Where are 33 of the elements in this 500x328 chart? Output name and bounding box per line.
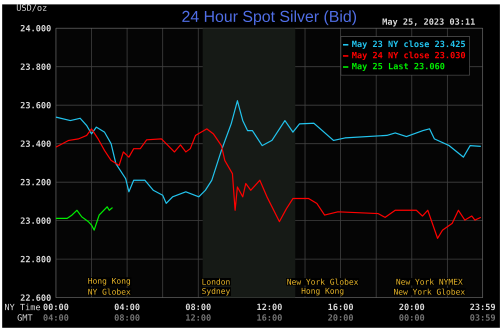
y-tick-label: 23.600 — [20, 102, 51, 108]
y-tick-label: 23.200 — [20, 178, 51, 186]
y-tick-label: 23.000 — [20, 217, 51, 224]
x-tick-label: 20:00 — [399, 304, 424, 310]
y-tick-label: 24.000 — [20, 25, 51, 32]
x-tick-label: 23:59 — [470, 304, 496, 310]
legend-label: May 24 NY close 23.030 — [352, 52, 466, 60]
line-series — [55, 206, 114, 231]
x2-axis-title: GMT — [18, 314, 32, 321]
x-tick-label: 00:00 — [44, 304, 68, 310]
x-tick-label: 12:00 — [257, 304, 282, 310]
legend-label: May 23 NY close 23.425 — [352, 40, 466, 49]
x-tick-label: 04:00 — [114, 304, 140, 310]
x2-tick-label: 03:59 — [470, 314, 496, 321]
x2-tick-label: 20:00 — [328, 314, 354, 321]
y-tick-label: 23.400 — [20, 140, 51, 147]
y-axis-title: USD/oz — [16, 4, 46, 12]
y-tick-label: 22.800 — [20, 256, 51, 262]
chart-subtitle: May 25, 2023 03:11 — [382, 18, 475, 27]
x-tick-label: 16:00 — [328, 304, 354, 310]
y-tick-label: 23.800 — [20, 64, 51, 70]
line-series — [55, 100, 482, 204]
legend-label: May 25 Last 23.060 — [352, 62, 444, 72]
x2-tick-label: 16:00 — [257, 314, 282, 321]
x2-tick-label: 12:00 — [186, 314, 211, 321]
x-tick-label: 08:00 — [186, 304, 211, 310]
y-tick-label: 22.600 — [20, 294, 51, 301]
x2-tick-label: 08:00 — [114, 314, 140, 321]
chart-title: 24 Hour Spot Silver (Bid) — [182, 10, 356, 26]
line-series — [55, 128, 482, 240]
x-axis-title: NY Time — [4, 304, 40, 310]
x2-tick-label: 00:00 — [399, 314, 424, 321]
x2-tick-label: 04:00 — [44, 314, 68, 321]
